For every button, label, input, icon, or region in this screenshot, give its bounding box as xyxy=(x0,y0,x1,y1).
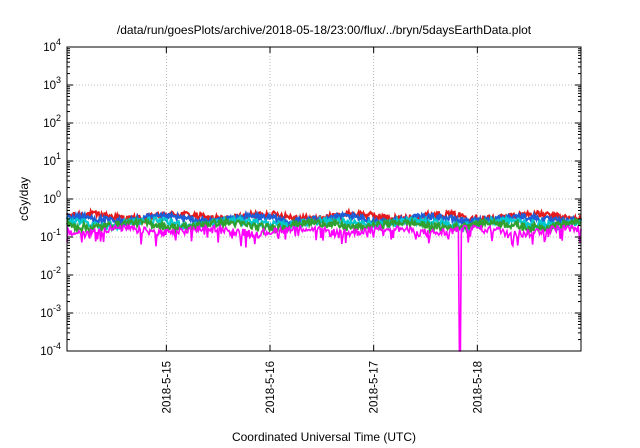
series-line-5 xyxy=(66,222,582,352)
x-axis-label: Coordinated Universal Time (UTC) xyxy=(232,430,416,444)
x-tick-label: 2018-5-18 xyxy=(472,361,484,413)
x-tick-label: 2018-5-17 xyxy=(369,361,381,413)
plot-frame xyxy=(66,46,582,352)
series-group xyxy=(65,207,583,352)
y-tick-label: 10-1 xyxy=(40,227,61,244)
y-axis: 10-4 10-3 10-2 10-1 100 101 102 103 104 xyxy=(40,37,581,358)
y-tick-label: 102 xyxy=(43,113,61,130)
y-tick-label: 10-4 xyxy=(40,341,61,358)
y-tick-label: 103 xyxy=(43,75,61,92)
y-tick-label: 10-3 xyxy=(40,303,61,320)
grid-lines xyxy=(67,47,581,351)
x-tick-label: 2018-5-15 xyxy=(161,361,173,413)
y-tick-label: 100 xyxy=(43,189,61,206)
x-tick-label: 2018-5-16 xyxy=(265,361,277,413)
y-tick-label: 10-2 xyxy=(40,265,61,282)
series-line-4 xyxy=(65,215,582,236)
chart-title: /data/run/goesPlots/archive/2018-05-18/2… xyxy=(117,23,532,37)
y-axis-label: cGy/day xyxy=(17,177,31,221)
y-tick-label: 104 xyxy=(43,37,61,54)
y-tick-label: 101 xyxy=(43,151,61,168)
x-axis: 2018-5-15 2018-5-16 2018-5-17 2018-5-18 xyxy=(161,47,484,413)
